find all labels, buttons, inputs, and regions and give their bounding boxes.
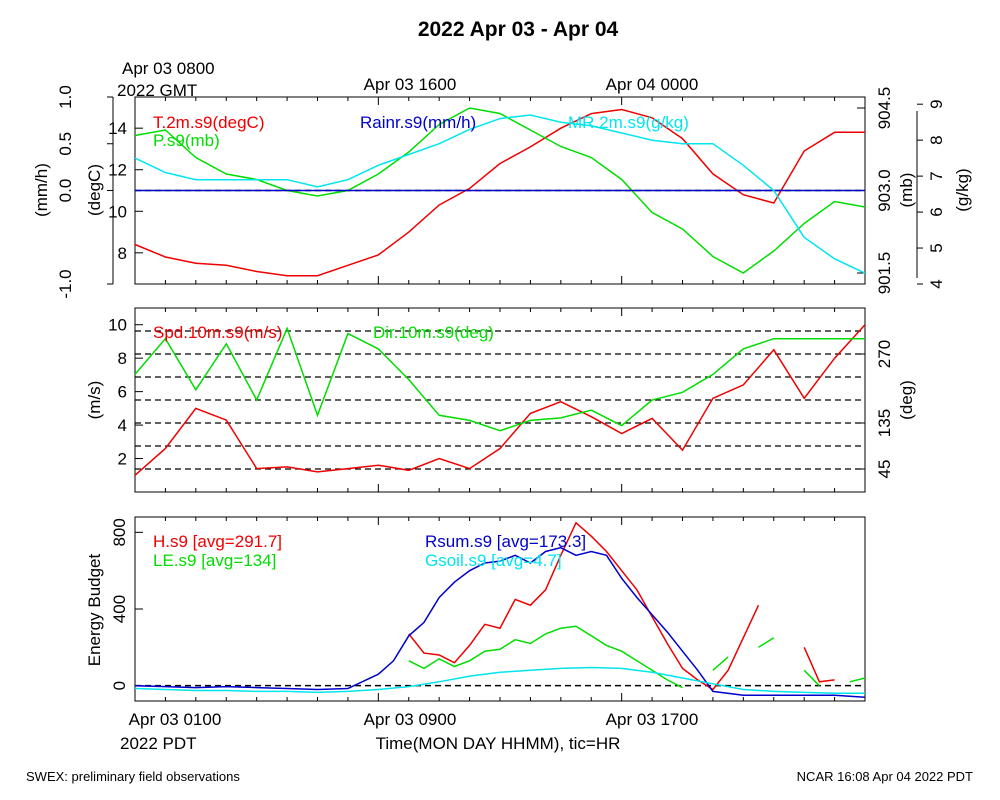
legend-entry: Spd.10m.s9(m/s) <box>153 323 282 342</box>
y-tick-label: 800 <box>110 518 129 546</box>
legend-entry: T.2m.s9(degC) <box>153 113 264 132</box>
footer-left: SWEX: preliminary field observations <box>26 769 240 784</box>
y-axis-label-mixing-ratio: (g/kg) <box>953 168 972 211</box>
y-tick-label: -1.0 <box>56 269 75 298</box>
y-tick-label: 135 <box>875 409 894 437</box>
y-tick-label: 4 <box>927 279 946 288</box>
y-tick-label: 10 <box>108 316 127 335</box>
y-tick-label: 1.0 <box>56 85 75 109</box>
legend-entry: MR.2m.s9(g/kg) <box>568 113 689 132</box>
bottom-time-zone: 2022 PDT <box>120 734 197 753</box>
chart-title: 2022 Apr 03 - Apr 04 <box>418 18 619 41</box>
y-axis-label-direction: (deg) <box>897 380 916 420</box>
y-tick-label: 6 <box>118 383 127 402</box>
legend-entry: Dir.10m.s9(deg) <box>373 323 494 342</box>
series-line-mr-2m-s9-g-kg <box>134 114 866 274</box>
top-time-start: Apr 03 0800 <box>122 59 215 78</box>
y-tick-label: 903.0 <box>875 169 894 212</box>
legend-entry: H.s9 [avg=291.7] <box>153 532 282 551</box>
y-tick-label: 270 <box>875 340 894 368</box>
bottom-time-start: Apr 03 0100 <box>129 710 222 729</box>
y-tick-label: 6 <box>927 207 946 216</box>
y-axis-label-speed: (m/s) <box>85 381 104 420</box>
y-tick-label: 2 <box>118 450 127 469</box>
y-axis-label-rain: (mm/h) <box>32 163 51 217</box>
energy-budget-panel: 0 400 800 Energy Budget H.s9 [avg=291.7]LE.s… <box>85 516 866 702</box>
y-tick-label: 0.0 <box>56 179 75 203</box>
x-axis-label: Time(MON DAY HHMM), tic=HR <box>376 734 621 753</box>
y-axis-label-temp: (degC) <box>85 164 104 216</box>
y-tick-label: 4 <box>118 416 127 435</box>
y-tick-label: 8 <box>927 135 946 144</box>
y-tick-label: 400 <box>110 595 129 623</box>
y-tick-label: 0 <box>110 681 129 690</box>
y-tick-label: 904.5 <box>875 87 894 130</box>
series-line-le-s9-avg-134 <box>408 625 866 689</box>
y-tick-label: 8 <box>118 349 127 368</box>
series-line-dir-10m-s9-deg <box>134 326 865 432</box>
y-tick-label: 5 <box>927 243 946 252</box>
y-tick-label: 7 <box>927 171 946 180</box>
y-tick-label: 9 <box>927 99 946 108</box>
legend-entry: Rsum.s9 [avg=173.3] <box>425 532 586 551</box>
legend-entry: Rainr.s9(mm/h) <box>360 113 476 132</box>
legend-entry: P.s9(mb) <box>153 131 220 150</box>
y-tick-label: 8 <box>118 244 127 263</box>
legend-entry: Gsoil.s9 [avg=4.7] <box>425 551 562 570</box>
top-time-end: Apr 04 0000 <box>606 75 699 94</box>
y-axis-label-energy: Energy Budget <box>85 553 104 666</box>
legend-entry: LE.s9 [avg=134] <box>153 551 276 570</box>
y-tick-label: 14 <box>108 119 127 138</box>
y-tick-label: 901.5 <box>875 252 894 295</box>
meteorology-panel: -1.0 0.0 0.5 1.0 (mm/h) 8 10 12 14 (degC) 901.5 903… <box>32 85 972 298</box>
y-axis-label-pressure: (mb) <box>897 173 916 208</box>
top-time-mid: Apr 03 1600 <box>364 75 457 94</box>
footer-right: NCAR 16:08 Apr 04 2022 PDT <box>797 769 973 784</box>
series-line-rsum-s9-avg-173-3 <box>134 546 866 698</box>
top-time-zone: 2022 GMT <box>117 81 197 100</box>
bottom-time-end: Apr 03 1700 <box>606 710 699 729</box>
wind-panel: 2 4 6 8 10 (m/s) 45 135 270(deg) Spd.10m.s9(m/s) D… <box>85 307 916 493</box>
y-tick-label: 0.5 <box>56 132 75 156</box>
series-line-spd-10m-s9-m-s <box>134 324 866 476</box>
series-line-t-2m-s9-degc <box>134 108 865 277</box>
series-line-gsoil-s9-avg-4-7 <box>134 666 865 695</box>
bottom-time-mid: Apr 03 0900 <box>364 710 457 729</box>
y-tick-label: 10 <box>108 202 127 221</box>
y-tick-label: 12 <box>108 161 127 180</box>
y-tick-label: 45 <box>875 460 894 479</box>
